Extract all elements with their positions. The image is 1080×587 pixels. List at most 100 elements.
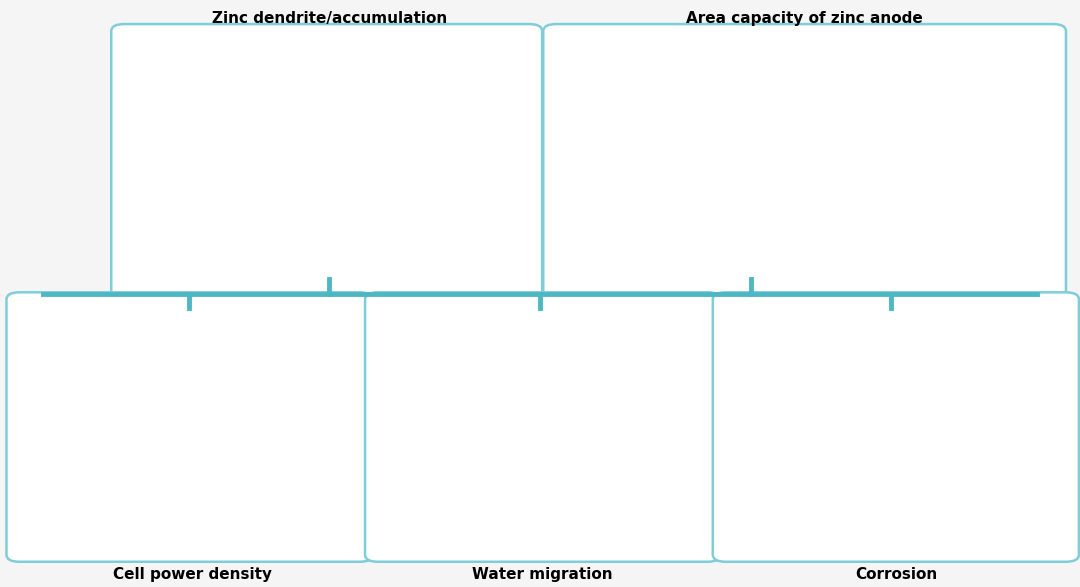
Polygon shape bbox=[967, 438, 980, 447]
Polygon shape bbox=[934, 456, 947, 465]
Bar bbox=[494, 435, 504, 512]
Circle shape bbox=[860, 470, 870, 477]
Polygon shape bbox=[959, 464, 971, 474]
Polygon shape bbox=[943, 482, 955, 491]
Polygon shape bbox=[918, 438, 931, 447]
X-axis label: Time (h): Time (h) bbox=[789, 285, 836, 295]
Bar bbox=[435, 338, 483, 415]
Bar bbox=[849, 345, 870, 354]
Bar bbox=[765, 376, 825, 403]
Bar bbox=[489, 404, 532, 415]
Bar bbox=[494, 338, 504, 415]
Polygon shape bbox=[983, 473, 996, 482]
Circle shape bbox=[780, 474, 791, 481]
Polygon shape bbox=[975, 482, 987, 491]
Y-axis label: E (V): E (V) bbox=[573, 147, 583, 174]
Polygon shape bbox=[943, 464, 955, 474]
Polygon shape bbox=[959, 447, 971, 456]
Bar bbox=[829, 376, 890, 403]
Text: Zinc dendrite/accumulation: Zinc dendrite/accumulation bbox=[212, 11, 447, 26]
Polygon shape bbox=[991, 447, 1003, 456]
Text: Additives: Additives bbox=[444, 491, 510, 504]
Polygon shape bbox=[983, 456, 996, 465]
Polygon shape bbox=[975, 447, 987, 456]
Circle shape bbox=[1000, 436, 1024, 450]
Polygon shape bbox=[1008, 447, 1020, 456]
Circle shape bbox=[798, 454, 809, 461]
Polygon shape bbox=[950, 456, 963, 465]
Polygon shape bbox=[959, 482, 971, 491]
Text: @ 30 mA cm⁻²
Charging for 14.5 hours: @ 30 mA cm⁻² Charging for 14.5 hours bbox=[647, 137, 762, 159]
Text: CH₃: CH₃ bbox=[913, 366, 931, 376]
Bar bbox=[435, 435, 483, 512]
Text: Area capacity of zinc anode: Area capacity of zinc anode bbox=[686, 11, 923, 26]
Polygon shape bbox=[927, 482, 939, 491]
Polygon shape bbox=[999, 438, 1012, 447]
Text: Blank: Blank bbox=[457, 364, 496, 377]
Text: 54ml: 54ml bbox=[538, 437, 564, 447]
Circle shape bbox=[756, 419, 899, 508]
Text: 71ml: 71ml bbox=[538, 340, 564, 350]
Circle shape bbox=[827, 443, 838, 450]
Polygon shape bbox=[927, 464, 939, 474]
Text: Br₂: Br₂ bbox=[787, 409, 802, 419]
Circle shape bbox=[831, 497, 841, 504]
Circle shape bbox=[793, 467, 804, 474]
Text: Corrosion: Corrosion bbox=[855, 566, 937, 582]
Text: Water migration: Water migration bbox=[472, 566, 612, 582]
Polygon shape bbox=[999, 491, 1012, 500]
Text: After 58 cycles: After 58 cycles bbox=[502, 512, 589, 525]
Circle shape bbox=[778, 456, 788, 463]
Polygon shape bbox=[927, 447, 939, 456]
Polygon shape bbox=[991, 482, 1003, 491]
Circle shape bbox=[788, 472, 799, 479]
Polygon shape bbox=[918, 491, 931, 500]
Polygon shape bbox=[950, 491, 963, 500]
Circle shape bbox=[826, 446, 837, 453]
Text: O: O bbox=[943, 328, 951, 338]
Polygon shape bbox=[999, 456, 1012, 465]
Bar bbox=[489, 403, 532, 406]
Bar bbox=[905, 431, 1051, 512]
Polygon shape bbox=[934, 491, 947, 500]
Text: 26ml: 26ml bbox=[443, 451, 472, 462]
Circle shape bbox=[798, 482, 809, 489]
Text: Cell power density: Cell power density bbox=[112, 566, 272, 582]
Bar bbox=[851, 352, 868, 365]
Bar bbox=[489, 435, 532, 512]
Polygon shape bbox=[983, 491, 996, 500]
Polygon shape bbox=[918, 456, 931, 465]
Polygon shape bbox=[967, 473, 980, 482]
Polygon shape bbox=[943, 447, 955, 456]
Polygon shape bbox=[967, 456, 980, 465]
Circle shape bbox=[797, 464, 808, 471]
Y-axis label: Cell Voltage (V): Cell Voltage (V) bbox=[26, 384, 36, 460]
Bar bbox=[489, 338, 532, 415]
Bar bbox=[489, 457, 532, 512]
Text: https://pubs.acs.org/doi/10.1021/
acsenergylett.4c00773?fig=fig4&ref=pdf: https://pubs.acs.org/doi/10.1021/ acsene… bbox=[283, 202, 586, 230]
Bar bbox=[489, 456, 532, 459]
Polygon shape bbox=[967, 491, 980, 500]
Circle shape bbox=[815, 442, 826, 448]
Text: Electrode materials: Electrode materials bbox=[922, 514, 1030, 524]
Legend: 80%, 50%, 20%: 80%, 50%, 20% bbox=[76, 456, 118, 511]
Polygon shape bbox=[1008, 464, 1020, 474]
X-axis label: Current Density (mA cm⁻²): Current Density (mA cm⁻²) bbox=[125, 539, 257, 549]
Polygon shape bbox=[934, 473, 947, 482]
Bar bbox=[786, 352, 804, 365]
Polygon shape bbox=[950, 473, 963, 482]
Text: N: N bbox=[943, 354, 951, 365]
Text: ||: || bbox=[944, 342, 950, 353]
Circle shape bbox=[829, 361, 890, 400]
Polygon shape bbox=[991, 464, 1003, 474]
Circle shape bbox=[792, 491, 802, 498]
Circle shape bbox=[805, 482, 815, 488]
Bar bbox=[784, 345, 806, 354]
Circle shape bbox=[764, 361, 825, 400]
Polygon shape bbox=[918, 473, 931, 482]
Polygon shape bbox=[999, 473, 1012, 482]
Polygon shape bbox=[950, 438, 963, 447]
Polygon shape bbox=[983, 438, 996, 447]
Text: Br₂ with additive: Br₂ with additive bbox=[816, 409, 903, 419]
Text: CH₃: CH₃ bbox=[970, 379, 988, 389]
